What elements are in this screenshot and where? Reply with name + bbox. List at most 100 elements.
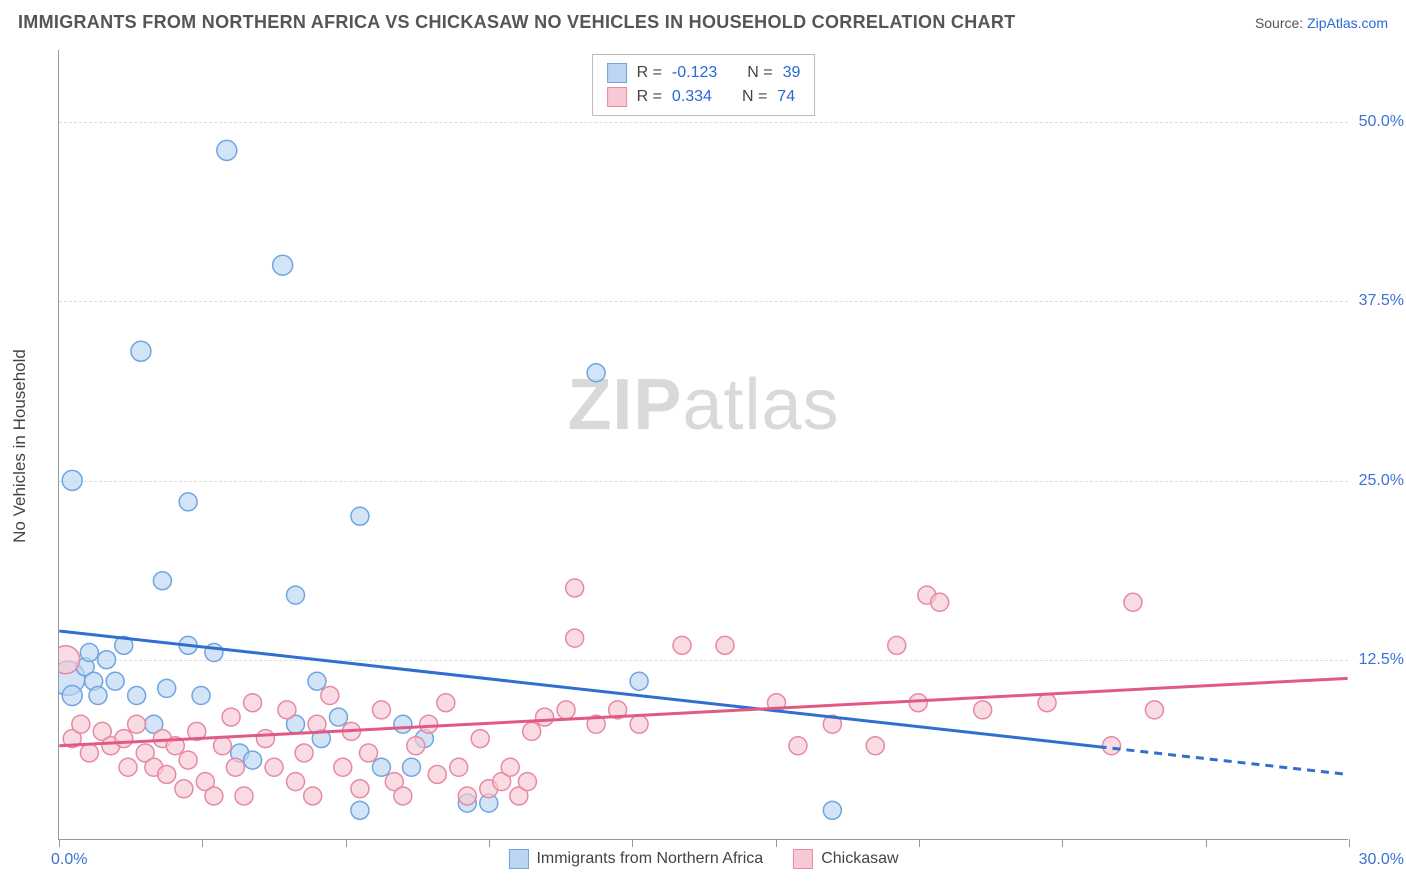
scatter-point <box>407 737 425 755</box>
scatter-point <box>360 744 378 762</box>
source-label: Source: <box>1255 15 1303 31</box>
scatter-point <box>128 687 146 705</box>
scatter-point <box>80 744 98 762</box>
scatter-point <box>304 787 322 805</box>
x-tick <box>59 839 60 847</box>
scatter-point <box>205 787 223 805</box>
scatter-point <box>428 765 446 783</box>
scatter-point <box>1102 737 1120 755</box>
x-tick <box>1206 839 1207 847</box>
source-attribution: Source: ZipAtlas.com <box>1255 15 1388 31</box>
scatter-point <box>536 708 554 726</box>
x-tick <box>346 839 347 847</box>
scatter-point <box>59 646 80 674</box>
scatter-point <box>80 644 98 662</box>
scatter-point <box>1038 694 1056 712</box>
bottom-legend: Immigrants from Northern Africa Chickasa… <box>508 849 898 869</box>
scatter-point <box>334 758 352 776</box>
scatter-point <box>329 708 347 726</box>
scatter-point <box>256 730 274 748</box>
scatter-point <box>244 694 262 712</box>
scatter-point <box>1124 593 1142 611</box>
swatch-series2 <box>607 87 627 107</box>
scatter-point <box>450 758 468 776</box>
correlation-stats-box: R = -0.123 N = 39 R = 0.334 N = 74 <box>592 54 816 116</box>
scatter-point <box>566 579 584 597</box>
scatter-point <box>866 737 884 755</box>
scatter-point <box>888 636 906 654</box>
scatter-point <box>192 687 210 705</box>
x-tick <box>632 839 633 847</box>
chart-header: IMMIGRANTS FROM NORTHERN AFRICA VS CHICK… <box>18 12 1388 33</box>
scatter-point <box>226 758 244 776</box>
scatter-point <box>823 801 841 819</box>
scatter-point <box>244 751 262 769</box>
scatter-point <box>72 715 90 733</box>
scatter-point <box>179 751 197 769</box>
scatter-point <box>119 758 137 776</box>
scatter-point <box>295 744 313 762</box>
scatter-point <box>394 787 412 805</box>
scatter-point <box>222 708 240 726</box>
x-axis-min-label: 0.0% <box>51 851 87 869</box>
scatter-point <box>265 758 283 776</box>
scatter-point <box>158 765 176 783</box>
x-tick <box>489 839 490 847</box>
scatter-point <box>974 701 992 719</box>
scatter-point <box>351 507 369 525</box>
scatter-point <box>630 672 648 690</box>
scatter-point <box>179 493 197 511</box>
scatter-point <box>518 773 536 791</box>
scatter-point <box>566 629 584 647</box>
scatter-point <box>62 470 82 490</box>
scatter-point <box>214 737 232 755</box>
trend-line <box>59 631 1098 747</box>
scatter-point <box>115 730 133 748</box>
scatter-point <box>321 687 339 705</box>
scatter-point <box>287 773 305 791</box>
swatch-series1 <box>607 63 627 83</box>
scatter-point <box>789 737 807 755</box>
x-tick <box>1062 839 1063 847</box>
scatter-point <box>931 593 949 611</box>
scatter-point <box>716 636 734 654</box>
legend-swatch-series2 <box>793 849 813 869</box>
source-link[interactable]: ZipAtlas.com <box>1307 15 1388 31</box>
scatter-point <box>351 780 369 798</box>
scatter-point <box>523 722 541 740</box>
scatter-point <box>89 687 107 705</box>
scatter-point <box>217 140 237 160</box>
legend-item-series1: Immigrants from Northern Africa <box>508 849 763 869</box>
scatter-point <box>131 341 151 361</box>
x-tick <box>1349 839 1350 847</box>
scatter-point <box>308 672 326 690</box>
scatter-point <box>128 715 146 733</box>
legend-item-series2: Chickasaw <box>793 849 898 869</box>
scatter-point <box>158 679 176 697</box>
scatter-point <box>62 686 82 706</box>
stats-row-series2: R = 0.334 N = 74 <box>607 85 801 109</box>
scatter-point <box>175 780 193 798</box>
scatter-point <box>402 758 420 776</box>
scatter-point <box>153 572 171 590</box>
y-tick-label: 50.0% <box>1359 113 1404 131</box>
scatter-point <box>437 694 455 712</box>
scatter-point <box>458 787 476 805</box>
scatter-point <box>587 364 605 382</box>
scatter-point <box>394 715 412 733</box>
y-tick-label: 12.5% <box>1359 651 1404 669</box>
scatter-point <box>278 701 296 719</box>
x-axis-max-label: 30.0% <box>1359 851 1404 869</box>
y-axis-title: No Vehicles in Household <box>10 349 30 543</box>
scatter-point <box>630 715 648 733</box>
legend-swatch-series1 <box>508 849 528 869</box>
chart-title: IMMIGRANTS FROM NORTHERN AFRICA VS CHICK… <box>18 12 1015 33</box>
scatter-svg <box>59 50 1348 839</box>
trend-line-extrapolated <box>1099 747 1348 775</box>
x-tick <box>919 839 920 847</box>
scatter-point <box>673 636 691 654</box>
scatter-point <box>287 586 305 604</box>
scatter-point <box>909 694 927 712</box>
scatter-point <box>106 672 124 690</box>
x-tick <box>202 839 203 847</box>
